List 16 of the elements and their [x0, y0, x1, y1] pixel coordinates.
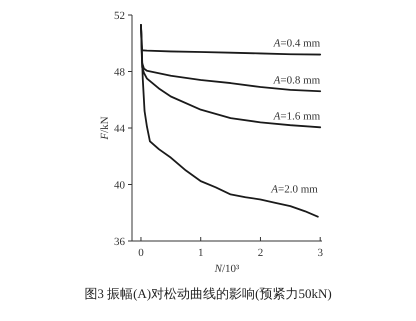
series-label: A=0.4 mm: [272, 38, 321, 50]
x-tick-label: 3: [317, 247, 324, 259]
x-tick-label: 1: [198, 247, 204, 259]
series-label: A=2.0 mm: [270, 184, 318, 196]
y-tick-label: 40: [114, 180, 126, 192]
y-axis-title: F/kN: [99, 116, 111, 141]
caption: 图3 振幅(A)对松动曲线的影响(预紧力50kN): [84, 286, 332, 301]
x-tick-label: 2: [258, 247, 264, 259]
y-tick-label: 52: [114, 10, 125, 22]
x-axis-title: N/10³: [214, 263, 240, 275]
series-label: A=0.8 mm: [272, 74, 321, 86]
y-tick-label: 44: [114, 123, 126, 135]
x-tick-label: 0: [138, 247, 144, 259]
y-tick-label: 36: [114, 236, 126, 248]
y-tick-label: 48: [114, 66, 126, 78]
series-label: A=1.6 mm: [272, 110, 321, 122]
